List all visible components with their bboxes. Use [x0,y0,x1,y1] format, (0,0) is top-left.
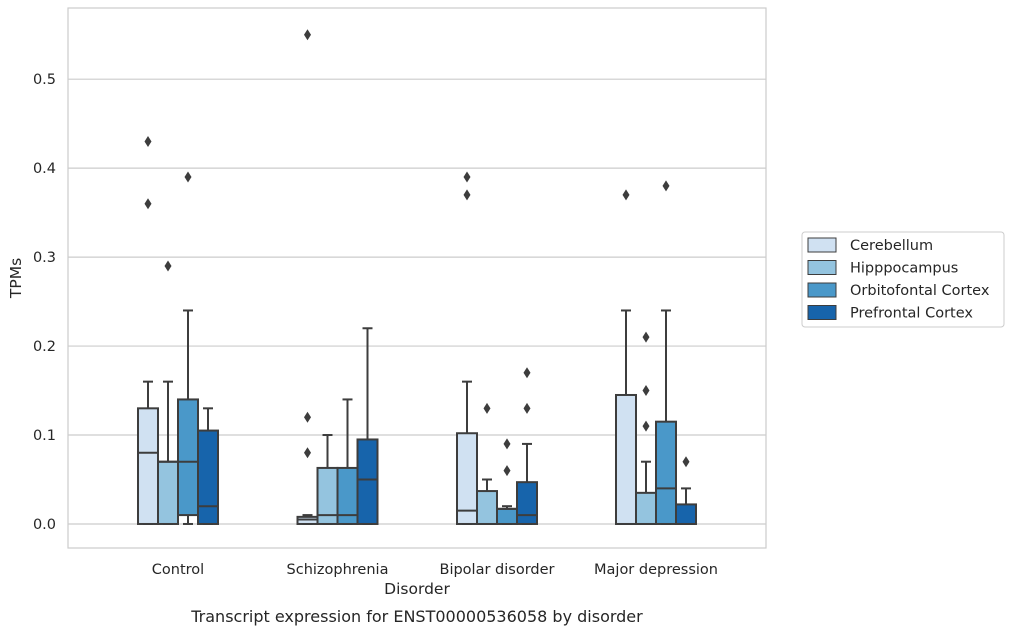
box-body [655,420,677,525]
outlier-point [622,189,630,201]
legend-swatch [807,282,837,298]
box-prefrontal-cortex-major-depression [675,456,697,525]
outlier-point [662,180,670,192]
box-orbitofontal-cortex-bipolar-disorder [496,438,518,525]
y-tick-label: 0.3 [33,250,56,266]
y-tick-label: 0.0 [33,517,56,533]
box-body [516,481,538,525]
box-body [476,490,498,525]
box-cerebellum-major-depression [615,189,637,525]
y-tick-label: 0.1 [33,428,56,444]
legend-label: Cerebellum [850,238,933,254]
y-axis-label: TPMs [7,258,25,299]
box-orbitofontal-cortex-control [177,171,199,525]
y-tick-label: 0.2 [33,339,56,355]
legend-label: Orbitofontal Cortex [850,283,990,299]
box-hipppocampus-schizophrenia [316,434,339,525]
outlier-point [144,198,152,210]
legend-swatch [807,305,837,320]
box-body [137,407,159,525]
outlier-point [523,402,531,414]
legend-swatch [807,260,837,275]
outlier-point [503,465,511,477]
legend: Cerebellum Hipppocampus Orbitofontal Corte… [801,231,1005,328]
legend-frame [801,231,1005,328]
outlier-point [682,456,690,468]
box-body [177,398,199,517]
x-axis-ticks: Control Schizophrenia Bipolar disorder Majo… [152,562,718,578]
boxes [137,29,697,525]
box-cerebellum-control [137,135,159,525]
y-axis-ticks: 0.0 0.1 0.2 0.3 0.4 0.5 [33,72,56,533]
outlier-point [642,331,650,343]
box-orbitofontal-cortex-schizophrenia [336,398,359,525]
outlier-point [642,420,650,432]
outlier-point [164,260,172,272]
outlier-point [304,411,311,423]
box-body [615,393,637,525]
legend-swatch [807,237,837,253]
box-hipppocampus-major-depression [635,331,657,525]
box-body [675,503,697,525]
outlier-point [523,367,531,379]
legend-label: Hipppocampus [850,261,958,277]
outlier-point [304,447,311,459]
x-axis-label: Disorder [384,580,450,598]
outlier-point [144,135,152,147]
box-body [496,507,518,525]
box-body [157,460,179,525]
box-orbitofontal-cortex-major-depression [655,180,677,525]
box-hipppocampus-control [157,260,179,525]
x-tick-label: Bipolar disorder [440,562,555,578]
outlier-point [503,438,511,450]
legend-label: Prefrontal Cortex [850,306,973,322]
x-tick-label: Major depression [594,562,718,578]
y-tick-label: 0.5 [33,72,56,88]
y-tick-label: 0.4 [33,161,56,177]
x-tick-label: Control [152,562,204,578]
box-hipppocampus-bipolar-disorder [476,402,498,525]
box-prefrontal-cortex-bipolar-disorder [516,367,538,525]
box-body [356,438,379,525]
box-body [456,432,478,525]
box-prefrontal-cortex-schizophrenia [356,327,379,525]
box-prefrontal-cortex-control [197,407,219,525]
box-cerebellum-schizophrenia [296,29,319,525]
box-cerebellum-bipolar-disorder [456,171,478,525]
chart-caption: Transcript expression for ENST0000053605… [190,607,643,626]
outlier-point [304,29,311,41]
outlier-point [184,171,192,183]
outlier-point [483,402,491,414]
outlier-point [463,171,471,183]
box-body [635,491,657,525]
x-tick-label: Schizophrenia [287,562,389,578]
box-body [197,429,219,525]
outlier-point [642,385,650,397]
plot-frame [67,7,767,549]
outlier-point [463,189,471,201]
